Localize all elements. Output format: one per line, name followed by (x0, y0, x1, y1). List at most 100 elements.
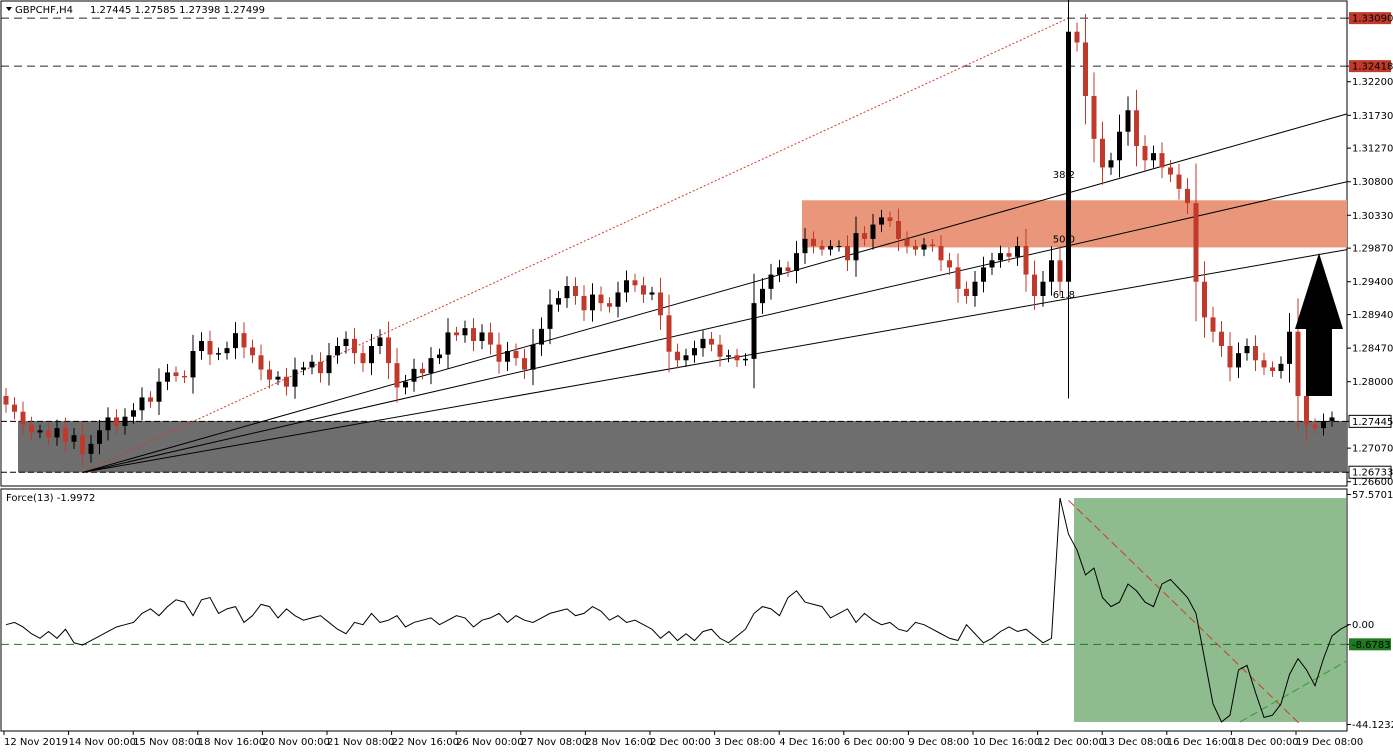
fib-fan-line (82, 113, 1348, 473)
time-label: 2 Dec 00:00 (650, 737, 711, 748)
fib-fan-label: 50.0 (1053, 234, 1075, 245)
bull-candle (1151, 153, 1156, 161)
force-line (5, 497, 1350, 723)
bull-candle (1125, 110, 1131, 132)
bull-candle (224, 348, 230, 354)
bear-candle (1295, 331, 1301, 396)
bull-candle (828, 246, 833, 250)
bull-candle (37, 430, 43, 433)
bull-candle (726, 355, 731, 357)
bear-candle (913, 246, 918, 250)
bull-candle (870, 224, 876, 239)
bull-candle (1244, 346, 1250, 354)
bear-candle (938, 246, 944, 261)
price-tick-label: 1.28000 (1352, 377, 1393, 388)
bear-candle (63, 428, 68, 442)
bear-candle (955, 267, 961, 289)
bull-candle (343, 338, 349, 346)
force-uptrend-line (1239, 660, 1348, 723)
bull-candle (54, 428, 60, 438)
bull-candle (97, 430, 102, 444)
price-tick-label: 1.30800 (1352, 177, 1393, 188)
bull-candle (760, 288, 765, 304)
bear-candle (1210, 317, 1216, 332)
bear-candle (904, 238, 910, 246)
bear-candle (573, 286, 578, 296)
bull-candle (105, 417, 111, 431)
bull-candle (139, 397, 145, 411)
bear-candle (258, 355, 264, 370)
support-zone (18, 421, 1347, 473)
bull-candle (802, 238, 808, 254)
bear-candle (1100, 138, 1105, 168)
bull-candle (1015, 246, 1020, 257)
bull-candle (989, 260, 995, 268)
time-label: 22 Nov 16:00 (392, 737, 459, 748)
bull-candle (624, 280, 629, 293)
dotted-trend-line (82, 17, 1069, 473)
bull-candle (403, 381, 408, 388)
dropdown-triangle-icon[interactable] (6, 7, 12, 11)
time-label: 10 Dec 16:00 (973, 737, 1040, 748)
price-tag (1349, 60, 1391, 73)
price-tag-label: 1.26733 (1352, 468, 1393, 479)
indicator-title: Force(13) -1.9972 (6, 493, 95, 504)
time-label: 15 Nov 08:00 (133, 737, 200, 748)
bear-candle (811, 238, 816, 246)
bear-candle (80, 435, 85, 454)
bear-candle (1023, 246, 1029, 275)
bull-candle (1117, 131, 1122, 161)
symbol-title: GBPCHF,H4 (15, 5, 73, 16)
bear-candle (46, 430, 51, 438)
price-tick-label: 1.32200 (1352, 77, 1393, 88)
bear-candle (352, 338, 357, 354)
bear-candle (1083, 42, 1088, 96)
price-tick-label: 1.29870 (1352, 244, 1393, 255)
bull-candle (216, 353, 221, 355)
bear-candle (658, 292, 663, 316)
bull-candle (590, 294, 595, 311)
bear-candle (607, 303, 612, 307)
bull-candle (292, 369, 298, 387)
bear-candle (207, 341, 213, 355)
bear-candle (1312, 424, 1318, 429)
time-label: 20 Nov 00:00 (262, 737, 329, 748)
price-tick-label: 1.31730 (1352, 111, 1393, 122)
bear-candle (819, 246, 825, 250)
bear-candle (1074, 31, 1080, 43)
time-label: 13 Dec 08:00 (1102, 737, 1169, 748)
bull-candle (1049, 260, 1054, 282)
time-label: 27 Nov 08:00 (521, 737, 588, 748)
force-tick-label: 57.5701 (1352, 490, 1393, 501)
bear-candle (1134, 110, 1139, 146)
bear-candle (1304, 396, 1309, 425)
bull-candle (836, 246, 842, 247)
bull-candle (369, 346, 374, 364)
fib-fan-label: 38.2 (1053, 170, 1075, 181)
force-tick-label: 0.00 (1352, 620, 1374, 631)
bull-candle (122, 416, 128, 426)
bull-candle (233, 333, 238, 349)
bear-candle (709, 338, 714, 345)
force-downtrend-line (1068, 499, 1301, 725)
time-label: 14 Nov 00:00 (69, 737, 136, 748)
bear-candle (896, 221, 901, 239)
bear-candle (513, 351, 519, 359)
bull-candle (530, 344, 536, 370)
bear-candle (1159, 153, 1165, 168)
bear-candle (785, 267, 791, 271)
price-tick-label: 1.31270 (1352, 144, 1393, 155)
bull-candle (1108, 160, 1114, 168)
bull-candle (88, 443, 94, 454)
bear-candle (862, 233, 867, 239)
bull-candle (71, 435, 77, 442)
bear-candle (734, 355, 740, 361)
time-label: 26 Nov 00:00 (456, 737, 523, 748)
bull-candle (556, 298, 561, 305)
time-label: 12 Nov 2019 (4, 737, 68, 748)
resistance-zone (802, 200, 1347, 248)
time-label: 9 Dec 08:00 (908, 737, 969, 748)
bull-candle (981, 267, 986, 282)
bull-candle (547, 304, 553, 329)
